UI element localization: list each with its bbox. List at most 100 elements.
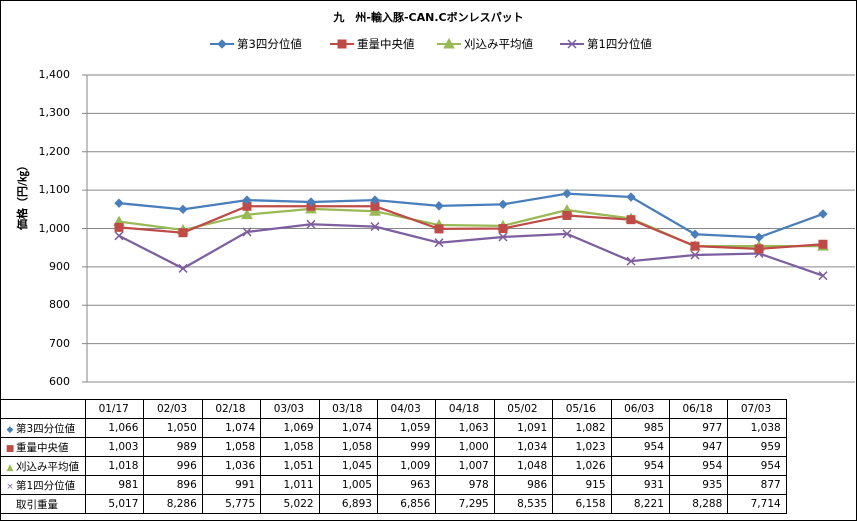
table-cell: 8,288 (668, 494, 729, 514)
data-point-q3 (434, 201, 444, 211)
x-tick-label: 04/18 (435, 399, 495, 419)
legend: 第3四分位値 重量中央値 刈込み平均値 第1四分位値 (0, 36, 857, 54)
x-tick-label: 01/17 (84, 399, 145, 419)
chart-title: 九 州-輸入豚-CAN.Cボンレスパット (333, 11, 524, 24)
legend-item-q1: 第1四分位値 (560, 36, 652, 52)
row-label-text: 重量中央値 (16, 441, 69, 454)
data-point-q3 (242, 195, 252, 205)
x-tick-label: 06/03 (610, 399, 670, 419)
table-row: ◆ 第3四分位値 1,066 1,050 1,074 1,069 1,074 1,059 1,0… (0, 418, 787, 438)
y-tick-label: 900 (49, 259, 70, 273)
table-cell: 1,036 (201, 456, 262, 476)
table-cell: 1,051 (260, 456, 320, 476)
legend-label: 第1四分位値 (587, 37, 652, 51)
table-cell: 1,011 (260, 475, 320, 495)
table-cell: 981 (84, 475, 145, 495)
y-tick-label: 1,100 (38, 183, 71, 197)
data-point-q1 (434, 238, 444, 248)
table-cell: 977 (668, 418, 729, 438)
table-cell: 8,221 (610, 494, 670, 514)
data-point-q3 (754, 232, 764, 243)
table-cell: 1,074 (201, 418, 262, 438)
plot-area (82, 74, 855, 383)
table-cell: 1,007 (435, 456, 495, 476)
data-point-q3 (498, 199, 508, 210)
table-row: ▲ 刈込み平均値 1,018 996 1,036 1,051 1,045 1,009 1,007… (0, 456, 787, 476)
table-cell: 1,058 (201, 437, 262, 457)
table-cell: 1,034 (493, 437, 554, 457)
legend-item-median: 重量中央値 (330, 36, 415, 52)
y-tick-label: 1,000 (38, 221, 71, 235)
table-cell: 1,045 (318, 456, 378, 476)
x-tick-label: 06/18 (668, 399, 729, 419)
table-cell: 1,000 (435, 437, 495, 457)
data-point-median (754, 244, 764, 254)
data-point-q3 (626, 192, 636, 202)
table-cell: 1,091 (493, 418, 554, 438)
y-tick-label: 800 (49, 298, 70, 312)
x-tick-label: 04/03 (376, 399, 437, 419)
series-line-q3 (118, 192, 824, 239)
row-marker-icon: ▲ (6, 462, 14, 473)
row-marker-icon: ◆ (6, 424, 14, 435)
table-cell: 1,058 (260, 437, 320, 457)
table-cell: 959 (727, 437, 787, 457)
data-point-q3 (114, 198, 124, 208)
data-point-median (690, 241, 700, 251)
table-row: × 第1四分位値 981 896 991 1,011 1,005 963 978 986 915 93… (0, 475, 787, 495)
data-point-median (114, 222, 124, 232)
legend-marker (567, 39, 577, 49)
table-cell: 996 (143, 456, 203, 476)
table-cell: 991 (201, 475, 262, 495)
data-point-q1 (498, 232, 508, 242)
series-line-median (118, 205, 824, 250)
x-tick-label: 07/03 (727, 399, 787, 419)
legend-swatch (330, 39, 354, 49)
legend-label: 刈込み平均値 (464, 37, 533, 51)
table-cell: 1,009 (376, 456, 437, 476)
row-label-text: 第1四分位値 (16, 479, 76, 492)
table-cell: 7,295 (435, 494, 495, 514)
table-cell: 985 (610, 418, 670, 438)
table-cell: 986 (493, 475, 554, 495)
data-point-trimmed (241, 208, 253, 220)
y-tick-label: 1,300 (38, 106, 71, 120)
table-cell: 1,023 (552, 437, 612, 457)
table-cell: 931 (610, 475, 670, 495)
data-table: 01/17 02/03 02/18 03/03 03/18 04/03 04/18 05/02… (0, 399, 787, 514)
data-point-median (818, 239, 828, 249)
table-cell: 1,069 (260, 418, 320, 438)
data-point-q1 (370, 222, 380, 232)
table-cell: 1,050 (143, 418, 203, 438)
legend-swatch (560, 39, 584, 49)
y-tick-label: 600 (49, 375, 70, 388)
y-tick-label: 700 (49, 336, 70, 350)
x-tick-label: 03/03 (260, 399, 320, 419)
legend-item-q3: 第3四分位値 (210, 36, 302, 52)
table-cell: 1,003 (84, 437, 145, 457)
x-tick-label: 02/03 (143, 399, 203, 419)
table-cell: 8,286 (143, 494, 203, 514)
table-cell: 5,775 (201, 494, 262, 514)
x-tick-label: 05/02 (493, 399, 554, 419)
table-cell: 1,059 (376, 418, 437, 438)
data-point-q3 (818, 209, 828, 219)
table-cell: 5,017 (84, 494, 145, 514)
legend-item-trimmed: 刈込み平均値 (437, 36, 533, 52)
table-cell: 915 (552, 475, 612, 495)
series-line-q1 (118, 223, 824, 277)
table-cell: 6,893 (318, 494, 378, 514)
data-point-q3 (178, 204, 188, 215)
data-point-q1 (626, 256, 636, 266)
data-point-q1 (242, 227, 252, 237)
table-cell: 896 (143, 475, 203, 495)
table-row-label: × 第1四分位値 (0, 475, 86, 495)
table-row-label: ◆ 第3四分位値 (0, 418, 86, 438)
row-marker-icon: × (6, 481, 14, 492)
table-cell: 1,063 (435, 418, 495, 438)
data-point-q1 (818, 271, 828, 281)
legend-swatch (210, 39, 234, 49)
data-point-q1 (178, 263, 188, 273)
table-cell: 1,026 (552, 456, 612, 476)
data-point-q3 (306, 197, 316, 207)
